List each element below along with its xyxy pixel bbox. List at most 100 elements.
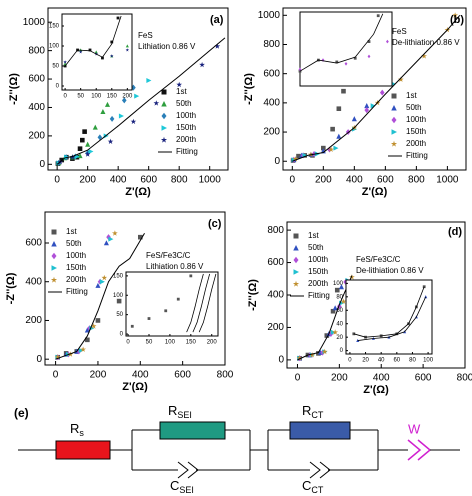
marker: [121, 97, 127, 104]
marker: [316, 351, 321, 356]
marker: [110, 54, 114, 58]
panel-label: (a): [210, 14, 224, 26]
annotation: Lithiation 0.86 V: [146, 262, 204, 271]
marker: [336, 133, 342, 139]
marker: [376, 14, 380, 18]
fit-line: [292, 14, 461, 162]
marker: [97, 134, 103, 141]
y-tick-label: 400: [263, 98, 280, 109]
marker: [332, 329, 338, 335]
marker: [330, 308, 336, 314]
legend-label: 100th: [308, 255, 328, 264]
marker: [293, 256, 299, 264]
y-tick-label: 600: [263, 68, 280, 79]
marker: [424, 295, 428, 299]
x-tick-label: 60: [393, 358, 400, 364]
label-sub: CT: [311, 410, 323, 420]
y-tick-label: 600: [25, 238, 42, 249]
fit-line: [56, 37, 226, 165]
legend-label: 150th: [66, 263, 86, 272]
y-tick-label: 600: [267, 257, 284, 268]
marker: [332, 305, 338, 311]
marker: [153, 100, 160, 106]
marker: [199, 61, 205, 68]
y-tick-label: 200: [28, 131, 45, 142]
circuit-label: W: [408, 421, 421, 436]
marker: [293, 269, 299, 275]
x-tick-label: 200: [122, 94, 133, 100]
fit-line: [353, 286, 425, 338]
marker: [107, 138, 114, 144]
legend-label: Fitting: [308, 291, 330, 300]
marker: [88, 48, 92, 52]
marker: [99, 279, 105, 285]
y-axis-label: -Z''(Ω): [247, 279, 259, 311]
plot-frame: [47, 7, 229, 171]
x-tick-label: 40: [378, 358, 385, 364]
marker: [189, 274, 193, 278]
marker: [54, 354, 61, 360]
legend-label: 1st: [308, 231, 319, 240]
marker: [108, 236, 114, 242]
y-tick-label: 0: [36, 354, 42, 365]
inset-frame: [345, 279, 433, 355]
y-tick-label: 1000: [23, 17, 46, 28]
marker: [130, 324, 134, 328]
y-tick-label: 150: [113, 273, 124, 279]
marker: [160, 136, 168, 143]
label-main: R: [168, 403, 177, 418]
legend-label: 100th: [66, 251, 86, 260]
marker: [137, 234, 143, 240]
y-tick-label: 1000: [258, 10, 281, 21]
resistor-rs: [55, 440, 111, 460]
marker: [298, 69, 302, 73]
fit-line: [299, 13, 384, 72]
y-tick-label: 0: [56, 84, 60, 90]
wire: [131, 429, 268, 471]
marker: [101, 274, 108, 281]
marker: [391, 93, 397, 99]
y-tick-label: 800: [267, 225, 284, 236]
annotation: Lithiation 0.86 V: [138, 42, 196, 51]
marker: [134, 93, 140, 99]
label-main: C: [302, 478, 311, 493]
marker: [379, 89, 385, 96]
marker: [147, 317, 151, 320]
x-tick-label: 0: [295, 373, 301, 384]
fit-line: [64, 15, 122, 67]
y-tick-label: 100: [113, 293, 124, 299]
marker: [110, 40, 114, 44]
annotation: De-lithiation 0.86 V: [392, 38, 460, 47]
marker: [336, 106, 342, 112]
label-sub: s: [79, 428, 84, 438]
marker: [351, 116, 357, 122]
marker: [78, 50, 83, 54]
y-tick-label: 400: [25, 276, 42, 287]
x-axis-label: Z'(Ω): [362, 186, 388, 198]
marker: [78, 347, 84, 354]
circuit: (e) Rs RSEI CSEI RCT CCT W: [14, 403, 460, 495]
marker: [95, 318, 101, 323]
y-tick-label: 0: [120, 332, 124, 338]
panel-label: (b): [450, 14, 464, 26]
marker: [125, 44, 129, 48]
x-tick-label: 20: [362, 358, 369, 364]
marker: [364, 107, 370, 114]
marker: [88, 148, 94, 155]
label-sub: SEI: [177, 410, 192, 420]
marker: [330, 329, 336, 335]
y-tick-label: 100: [333, 281, 344, 287]
fit-line: [192, 273, 211, 333]
y-tick-label: 60: [336, 308, 343, 314]
fit-line: [55, 233, 145, 360]
annotation: FeS/Fe3C/C: [146, 251, 191, 260]
inset-frame: [125, 271, 219, 337]
legend-label: Fitting: [406, 151, 428, 160]
legend-label: 150th: [406, 127, 426, 136]
circuit-label: RSEI: [168, 403, 192, 420]
y-axis-label: -Z''(Ω): [8, 73, 20, 105]
marker: [328, 146, 334, 152]
marker: [298, 67, 302, 72]
label-main: R: [302, 403, 311, 418]
